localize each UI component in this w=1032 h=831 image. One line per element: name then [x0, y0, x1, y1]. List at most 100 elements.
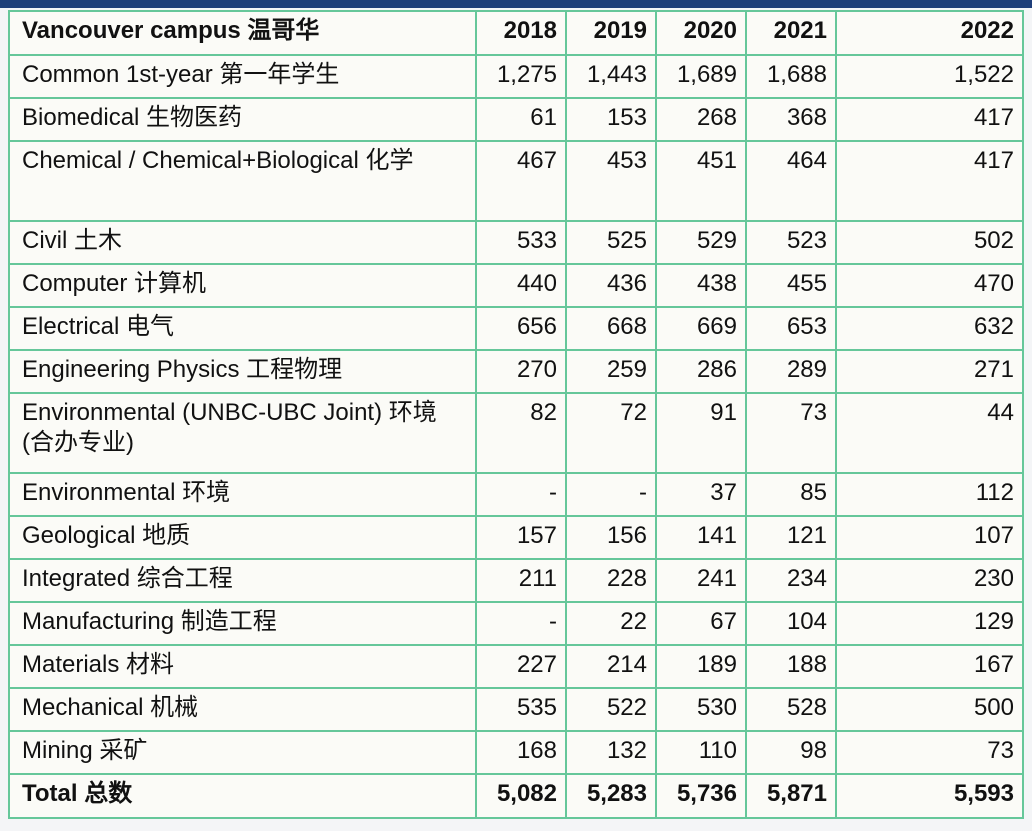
cell-value: 98	[745, 730, 837, 775]
cell-value: 289	[745, 349, 837, 394]
cell-value: 440	[475, 263, 567, 308]
cell-value: 228	[565, 558, 657, 603]
cell-value: 227	[475, 644, 567, 689]
header-year-2019: 2019	[565, 10, 657, 56]
cell-value: 1,688	[745, 54, 837, 99]
row-label: Electrical 电气	[8, 306, 477, 351]
cell-value: 44	[835, 392, 1024, 474]
cell-value: 464	[745, 140, 837, 222]
cell-value: 72	[565, 392, 657, 474]
cell-value: 241	[655, 558, 747, 603]
cell-value: 104	[745, 601, 837, 646]
table-row: Mechanical 机械 535 522 530 528 500	[8, 687, 1024, 732]
cell-value: 112	[835, 472, 1024, 517]
cell-value: 656	[475, 306, 567, 351]
table-row: Engineering Physics 工程物理 270 259 286 289 271	[8, 349, 1024, 394]
row-label: Computer 计算机	[8, 263, 477, 308]
total-value: 5,082	[475, 773, 567, 819]
row-label: Integrated 综合工程	[8, 558, 477, 603]
cell-value: 533	[475, 220, 567, 265]
cell-value: 436	[565, 263, 657, 308]
enrollment-table-container: Vancouver campus 温哥华 2018 2019 2020 2021…	[8, 10, 1024, 819]
row-label: Chemical / Chemical+Biological 化学	[8, 140, 477, 222]
cell-value: 189	[655, 644, 747, 689]
header-campus-label: Vancouver campus 温哥华	[8, 10, 477, 56]
cell-value: 470	[835, 263, 1024, 308]
cell-value: 214	[565, 644, 657, 689]
table-row: Common 1st-year 第一年学生 1,275 1,443 1,689 1,68…	[8, 54, 1024, 99]
table-row: Civil 土木 533 525 529 523 502	[8, 220, 1024, 265]
header-year-2021: 2021	[745, 10, 837, 56]
cell-value: 234	[745, 558, 837, 603]
total-row: Total 总数 5,082 5,283 5,736 5,871 5,593	[8, 773, 1024, 819]
cell-value: 167	[835, 644, 1024, 689]
table-row: Computer 计算机 440 436 438 455 470	[8, 263, 1024, 308]
cell-value: 73	[745, 392, 837, 474]
cell-value: 107	[835, 515, 1024, 560]
cell-value: 286	[655, 349, 747, 394]
cell-value: 82	[475, 392, 567, 474]
total-value: 5,871	[745, 773, 837, 819]
cell-value: 669	[655, 306, 747, 351]
row-label: Civil 土木	[8, 220, 477, 265]
cell-value: 417	[835, 140, 1024, 222]
enrollment-table: Vancouver campus 温哥华 2018 2019 2020 2021…	[8, 10, 1024, 819]
row-label: Manufacturing 制造工程	[8, 601, 477, 646]
cell-value: 129	[835, 601, 1024, 646]
cell-value: 528	[745, 687, 837, 732]
cell-value: 121	[745, 515, 837, 560]
table-row: Manufacturing 制造工程 -22 67 104 129	[8, 601, 1024, 646]
cell-value: -	[475, 601, 567, 646]
table-row: Integrated 综合工程 211 228 241 234 230	[8, 558, 1024, 603]
cell-value: 523	[745, 220, 837, 265]
cell-value: 1,443	[565, 54, 657, 99]
cell-value: 653	[745, 306, 837, 351]
row-label: Engineering Physics 工程物理	[8, 349, 477, 394]
cell-value: 632	[835, 306, 1024, 351]
row-label: Biomedical 生物医药	[8, 97, 477, 142]
cell-value: 153	[565, 97, 657, 142]
cell-value: 22	[565, 601, 657, 646]
cell-value: 168	[475, 730, 567, 775]
cell-value: 467	[475, 140, 567, 222]
cell-value: 157	[475, 515, 567, 560]
cell-value: 455	[745, 263, 837, 308]
row-label: Mining 采矿	[8, 730, 477, 775]
total-value: 5,736	[655, 773, 747, 819]
total-value: 5,593	[835, 773, 1024, 819]
cell-value: 188	[745, 644, 837, 689]
row-label: Materials 材料	[8, 644, 477, 689]
row-label: Environmental 环境	[8, 472, 477, 517]
cell-value: 91	[655, 392, 747, 474]
table-row: Materials 材料 227 214 189 188 167	[8, 644, 1024, 689]
row-label: Mechanical 机械	[8, 687, 477, 732]
cell-value: 529	[655, 220, 747, 265]
cell-value: 132	[565, 730, 657, 775]
cell-value: 1,275	[475, 54, 567, 99]
table-row: Environmental 环境 - -37 85 112	[8, 472, 1024, 517]
cell-value: 271	[835, 349, 1024, 394]
cell-value: 535	[475, 687, 567, 732]
cell-value: 525	[565, 220, 657, 265]
cell-value: 368	[745, 97, 837, 142]
table-row: Chemical / Chemical+Biological 化学 467 453 4…	[8, 140, 1024, 222]
cell-value: 500	[835, 687, 1024, 732]
cell-value: 67	[655, 601, 747, 646]
row-label: Common 1st-year 第一年学生	[8, 54, 477, 99]
cell-value: 37	[655, 472, 747, 517]
cell-value: 522	[565, 687, 657, 732]
cell-value: 110	[655, 730, 747, 775]
row-label: Geological 地质	[8, 515, 477, 560]
row-label: Environmental (UNBC-UBC Joint) 环境 (合办专业)	[8, 392, 477, 474]
cell-value: 85	[745, 472, 837, 517]
cell-value: 530	[655, 687, 747, 732]
cell-value: 211	[475, 558, 567, 603]
table-row: Mining 采矿 168 132 110 98 73	[8, 730, 1024, 775]
cell-value: 417	[835, 97, 1024, 142]
cell-value: 156	[565, 515, 657, 560]
cell-value: 230	[835, 558, 1024, 603]
cell-value: 451	[655, 140, 747, 222]
cell-value: -	[565, 472, 657, 517]
cell-value: 73	[835, 730, 1024, 775]
cell-value: -	[475, 472, 567, 517]
